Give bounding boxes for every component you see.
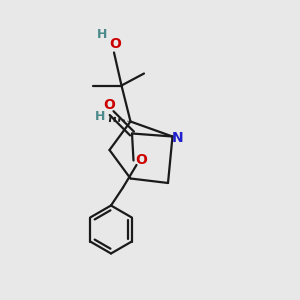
Text: O: O [135,153,147,167]
Text: O: O [103,98,115,112]
Text: O: O [110,37,122,50]
Text: H: H [94,110,105,123]
Text: N: N [172,131,184,145]
Text: H: H [97,28,107,41]
